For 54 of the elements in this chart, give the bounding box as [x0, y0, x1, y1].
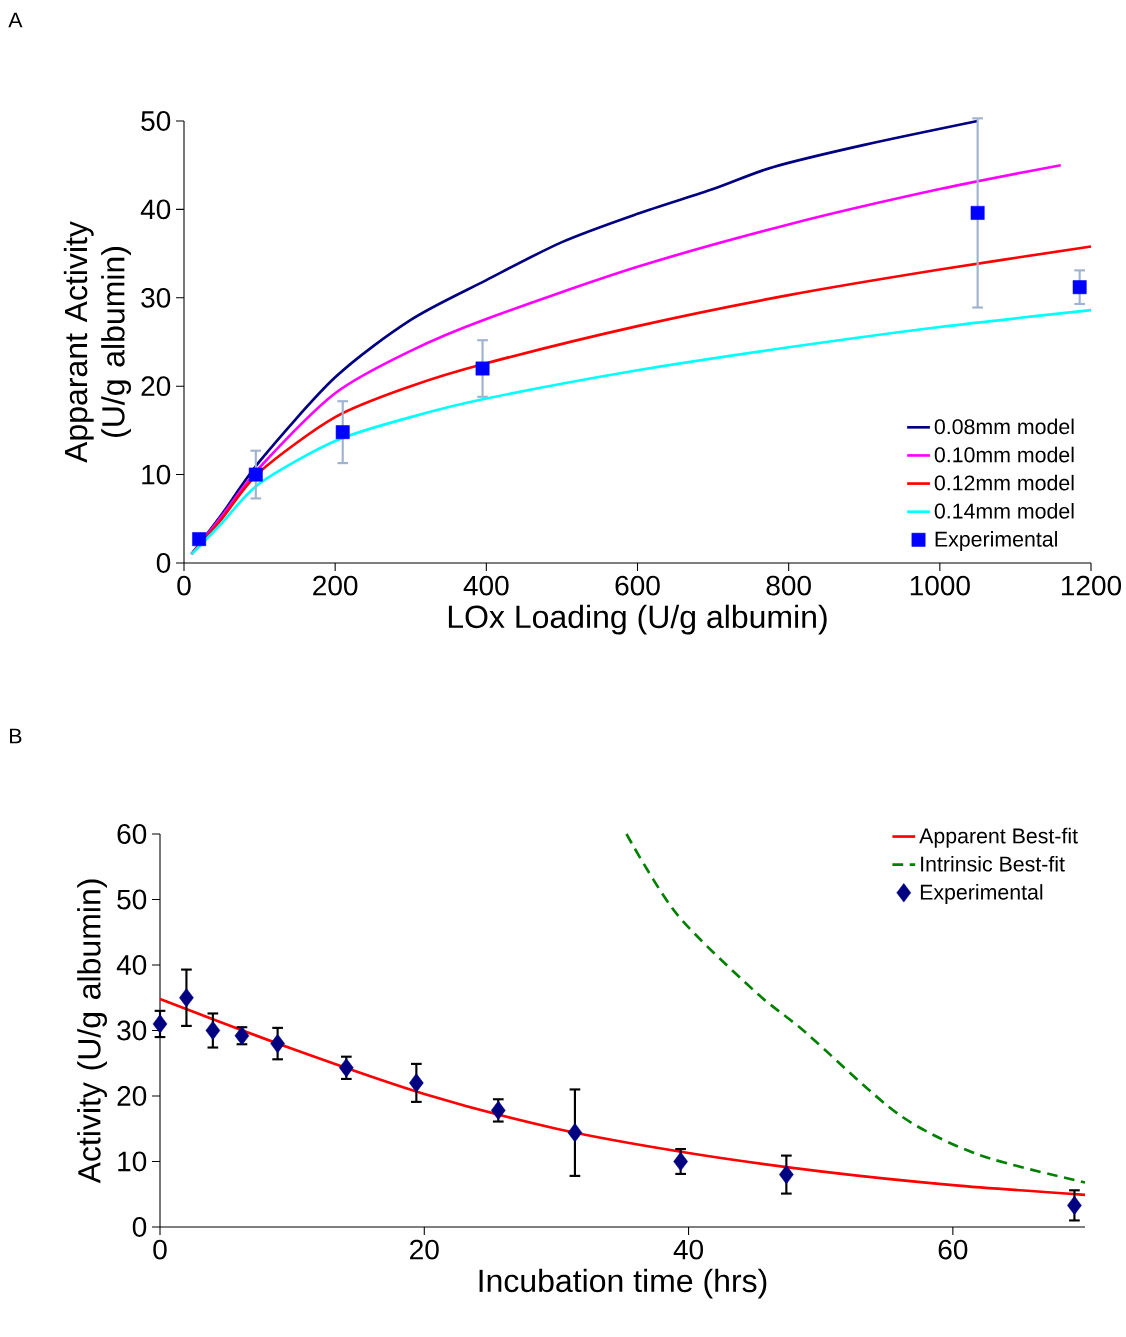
y-tick-label: 50	[117, 889, 147, 910]
y-tick-label: 0	[156, 553, 171, 573]
x-tick-label: 600	[615, 575, 660, 596]
point	[205, 1020, 221, 1041]
legend-label: Apparent Best-fit	[919, 827, 1078, 848]
point	[673, 1151, 688, 1172]
legend-label: Experimental	[935, 531, 1057, 551]
x-tick-label: 400	[463, 575, 509, 596]
point	[179, 988, 194, 1008]
x-tick-label: 40	[673, 1239, 704, 1260]
point	[409, 1073, 424, 1093]
point	[192, 532, 207, 547]
y-tick-label: 60	[117, 824, 147, 844]
y-tick-label: 20	[141, 376, 171, 397]
legend-label: 0.12mm model	[934, 474, 1074, 491]
y-tick-label: 20	[117, 1086, 147, 1106]
chart-title: B	[10, 728, 22, 744]
x-tick-label: 20	[410, 1239, 439, 1260]
x-tick-label: 60	[938, 1239, 968, 1260]
point	[970, 205, 985, 220]
legend-label: Experimental	[920, 884, 1043, 904]
chart-title: A	[8, 12, 23, 28]
line-series	[190, 308, 1093, 556]
y-axis-title: Apparant Activity (U/g albumin)	[63, 221, 131, 463]
point	[567, 1123, 583, 1143]
point	[270, 1033, 285, 1054]
y-tick-label: 0	[132, 1217, 147, 1237]
x-tick-label: 1200	[1061, 575, 1122, 596]
point	[1067, 1195, 1082, 1215]
x-tick-label: 200	[313, 575, 358, 596]
line-series	[158, 997, 1087, 1197]
x-tick-label: 1000	[910, 575, 970, 596]
x-axis-title: LOx Loading (U/g albumin)	[448, 604, 827, 635]
y-tick-label: 30	[117, 1020, 147, 1041]
point	[248, 467, 263, 482]
point	[1072, 280, 1087, 295]
legend-label: 0.08mm model	[934, 418, 1074, 435]
y-tick-label: 40	[140, 199, 171, 220]
point	[152, 1014, 168, 1034]
x-axis-title: Incubation time (hrs)	[479, 1268, 767, 1299]
point	[335, 425, 350, 440]
y-tick-label: 10	[118, 1151, 147, 1172]
point	[779, 1164, 794, 1185]
y-tick-label: 10	[142, 464, 171, 485]
x-tick-label: 800	[766, 575, 811, 596]
point	[475, 361, 490, 376]
y-tick-label: 40	[116, 955, 147, 975]
legend-label: 0.14mm model	[934, 502, 1074, 519]
x-tick-label: 0	[177, 575, 191, 596]
y-axis-title: Activity (U/g albumin)	[77, 879, 107, 1184]
y-tick-label: 30	[141, 287, 171, 308]
legend-label: Intrinsic Best-fit	[921, 855, 1065, 872]
y-tick-label: 50	[141, 111, 171, 131]
legend-label: 0.10mm model	[934, 446, 1074, 463]
